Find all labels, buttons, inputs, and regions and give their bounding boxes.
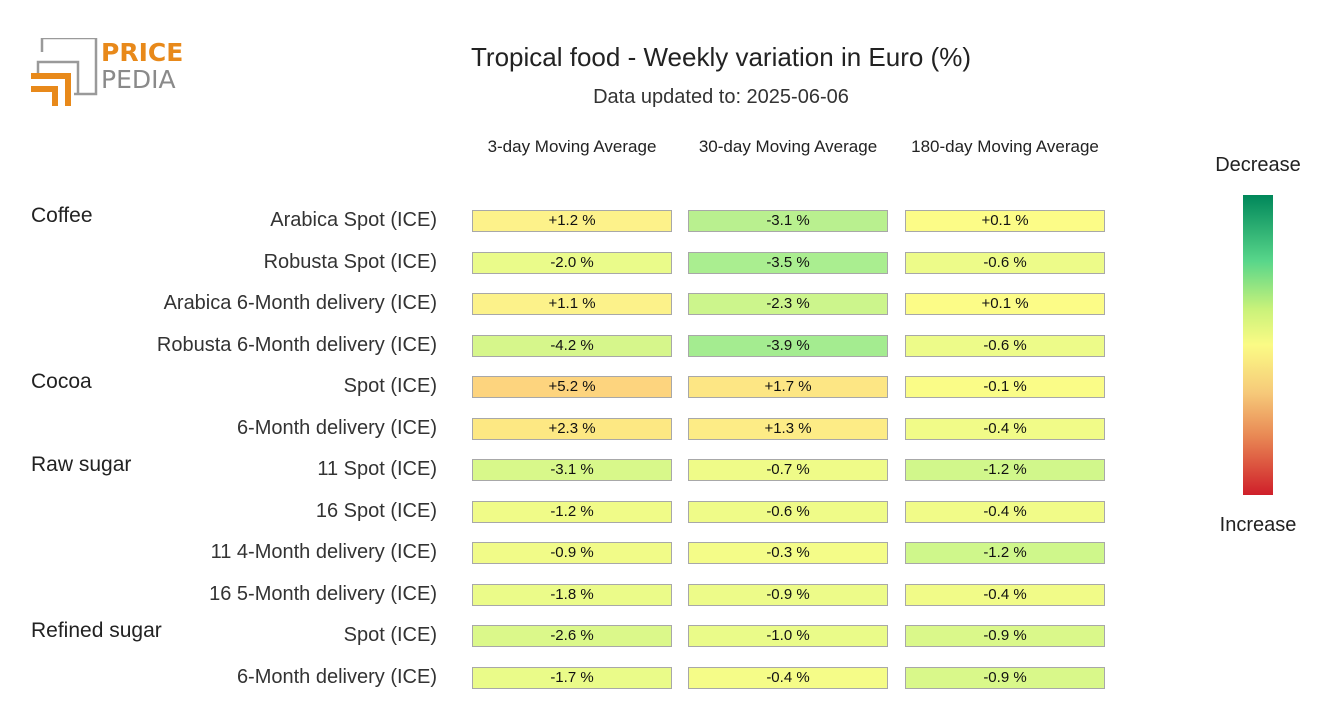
heatmap-cell: -0.6 % [905, 334, 1105, 357]
row-label: 16 5-Month delivery (ICE) [209, 582, 437, 605]
chart-subtitle: Data updated to: 2025-06-06 [593, 86, 849, 108]
group-label: Refined sugar [31, 619, 162, 642]
row-label: Arabica Spot (ICE) [270, 209, 437, 231]
heatmap-cell: +1.1 % [472, 293, 672, 315]
heatmap-cell: -2.0 % [472, 251, 672, 274]
column-header-3: 180-day Moving Average [911, 137, 1099, 156]
heatmap-cell: -0.9 % [905, 625, 1105, 647]
heatmap-cell: -0.9 % [472, 542, 672, 564]
row-label: 11 4-Month delivery (ICE) [210, 541, 437, 563]
group-label: Raw sugar [31, 453, 132, 476]
row-label: Spot (ICE) [343, 375, 437, 397]
heatmap-cell: -1.8 % [472, 583, 672, 606]
heatmap-cell: -2.6 % [472, 625, 672, 647]
row-label: 6-Month delivery (ICE) [236, 416, 437, 439]
group-label: Cocoa [31, 370, 92, 393]
row-label: 11 Spot (ICE) [317, 458, 437, 480]
heatmap-cell: +1.7 % [688, 376, 888, 398]
heatmap-cell: +2.3 % [472, 417, 672, 440]
heatmap-cell: -3.1 % [688, 210, 888, 232]
heatmap-cell: -0.4 % [905, 417, 1105, 440]
heatmap-cell: -3.1 % [472, 459, 672, 481]
heatmap-cell: -0.6 % [688, 500, 888, 523]
legend-color-scale [1243, 195, 1273, 495]
heatmap-cell: -1.7 % [472, 666, 672, 689]
group-label: Coffee [31, 204, 93, 227]
heatmap-cell: +1.3 % [688, 417, 888, 440]
heatmap-cell: -0.9 % [905, 666, 1105, 689]
heatmap-cell: -0.6 % [905, 251, 1105, 274]
row-label: Robusta Spot (ICE) [263, 250, 437, 273]
legend-label-increase: Increase [1219, 514, 1297, 536]
heatmap-cell: -1.2 % [905, 459, 1105, 481]
logo-word-price: PRICE [101, 38, 184, 67]
row-label: 16 Spot (ICE) [315, 499, 437, 522]
heatmap-cell: +1.2 % [472, 210, 672, 232]
heatmap-cell: -4.2 % [472, 334, 672, 357]
heatmap-cell: -0.4 % [905, 583, 1105, 606]
heatmap-cell: -3.9 % [688, 334, 888, 357]
heatmap-cell: +5.2 % [472, 376, 672, 398]
heatmap-cell: -0.9 % [688, 583, 888, 606]
heatmap-cell: -0.4 % [905, 500, 1105, 523]
heatmap-cell: -0.3 % [688, 542, 888, 564]
legend-label-decrease: Decrease [1215, 154, 1301, 176]
row-label: Robusta 6-Month delivery (ICE) [156, 333, 437, 356]
heatmap-cell: -1.2 % [905, 542, 1105, 564]
heatmap-cell: -1.2 % [472, 500, 672, 523]
heatmap-cell: -2.3 % [688, 293, 888, 315]
pricepedia-logo: PRICE PEDIA [30, 38, 190, 110]
heatmap-cell: -3.5 % [688, 251, 888, 274]
column-header-2: 30-day Moving Average [698, 137, 878, 156]
logo-word-pedia: PEDIA [101, 65, 176, 94]
heatmap-cell: -0.1 % [905, 376, 1105, 398]
pricepedia-logo-mark [31, 38, 98, 106]
heatmap-cell: +0.1 % [905, 210, 1105, 232]
heatmap-cell: +0.1 % [905, 293, 1105, 315]
row-label: 6-Month delivery (ICE) [236, 665, 437, 688]
column-header-1: 3-day Moving Average [487, 137, 657, 156]
row-label: Spot (ICE) [343, 624, 437, 646]
heatmap-cell: -1.0 % [688, 625, 888, 647]
row-label: Arabica 6-Month delivery (ICE) [163, 292, 437, 314]
heatmap-cell: -0.7 % [688, 459, 888, 481]
chart-title: Tropical food - Weekly variation in Euro… [471, 42, 971, 72]
heatmap-cell: -0.4 % [688, 666, 888, 689]
